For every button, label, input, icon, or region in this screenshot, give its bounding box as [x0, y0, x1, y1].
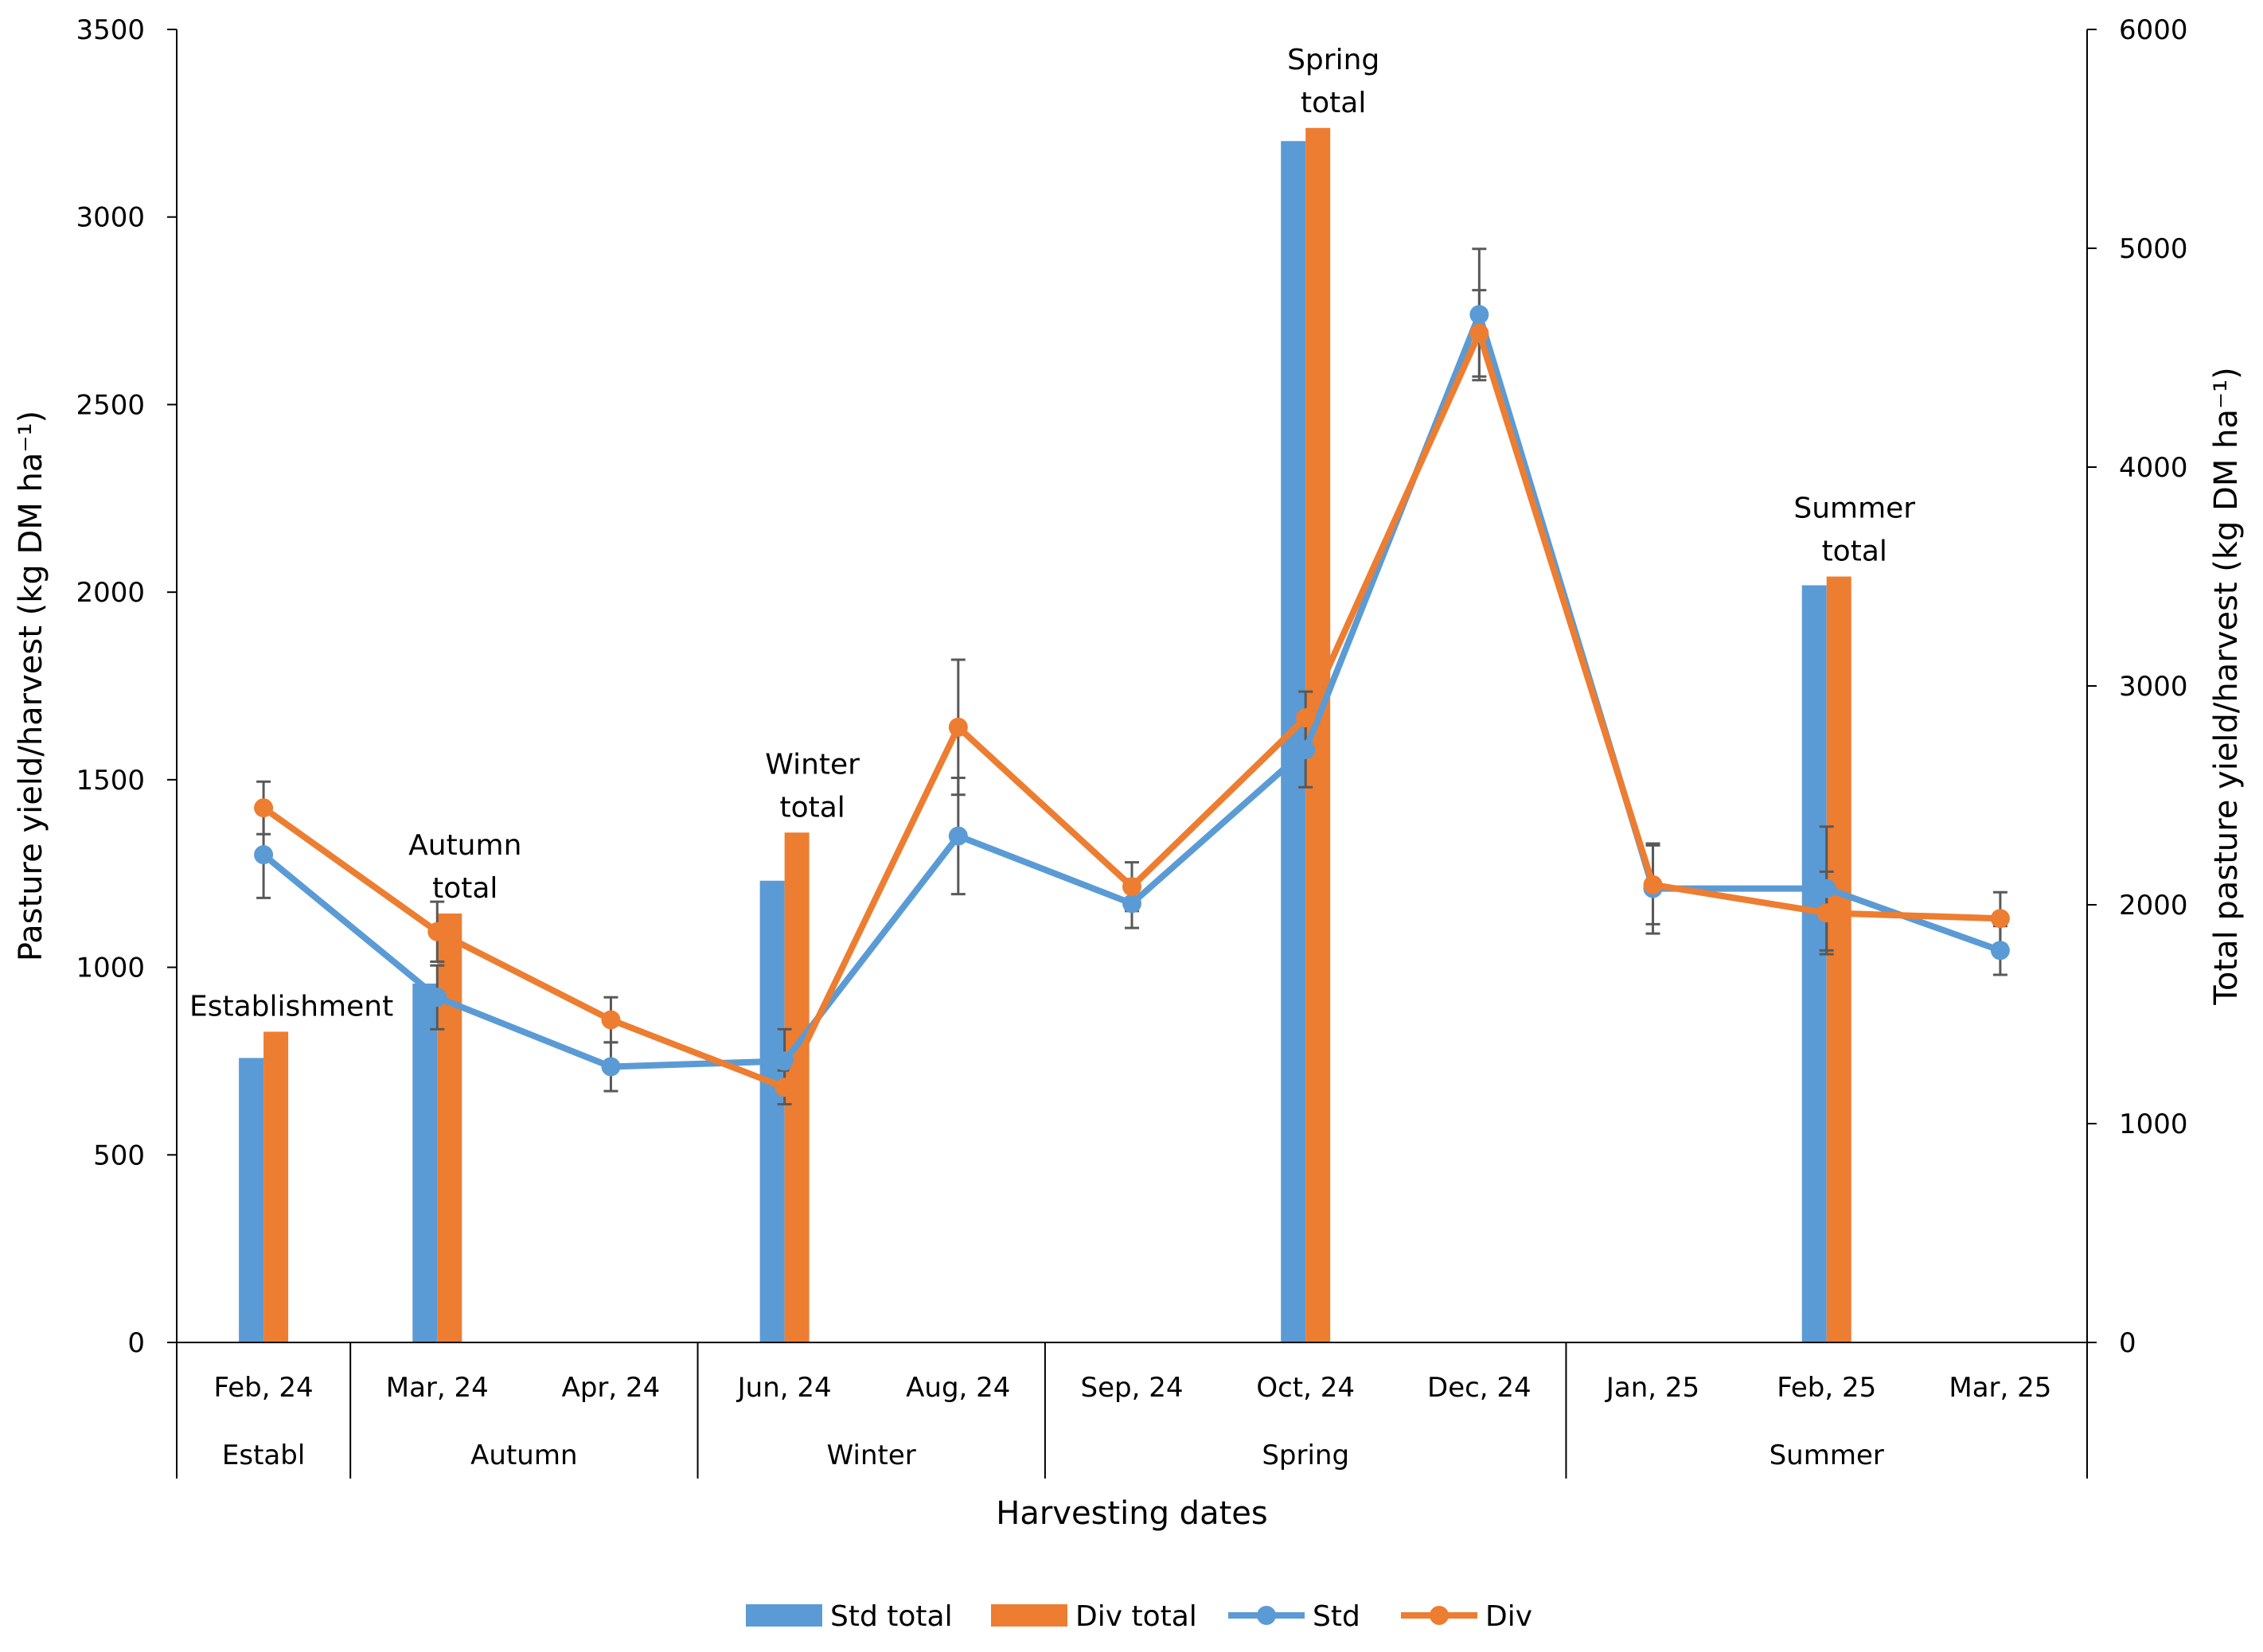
- y-tick-label-right: 0: [2119, 1327, 2136, 1359]
- x-tick-label: Jun, 24: [736, 1372, 832, 1404]
- legend-swatch-div-total: [991, 1604, 1067, 1627]
- annotation-label: Autumn: [408, 829, 521, 862]
- x-tick-label: Feb, 25: [1777, 1372, 1876, 1404]
- marker-div: [1122, 877, 1141, 897]
- marker-div: [1296, 708, 1316, 728]
- x-axis-title: Harvesting dates: [996, 1495, 1267, 1532]
- marker-div: [254, 798, 274, 818]
- group-label: Winter: [827, 1440, 916, 1471]
- y-tick-label-left: 2000: [76, 577, 145, 609]
- bar-std-total: [239, 1058, 264, 1342]
- bar-div-total: [437, 914, 462, 1342]
- labels-layer: 0 500 1000 1500 2000 2500 3000 3500 0 1000 2000 300…: [76, 14, 2187, 1471]
- marker-std: [948, 826, 968, 846]
- group-label: Autumn: [470, 1440, 577, 1471]
- y-tick-label-left: 1500: [76, 765, 145, 797]
- marker-div: [427, 921, 447, 941]
- annotation-label: total: [1301, 87, 1366, 119]
- y-tick-label-left: 3000: [76, 202, 145, 234]
- annotation-label: total: [432, 872, 497, 905]
- legend-label-std: Std: [1313, 1600, 1360, 1633]
- marker-std: [1296, 740, 1316, 760]
- y-tick-label-right: 2000: [2119, 890, 2188, 921]
- legend-label-std-total: Std total: [830, 1600, 953, 1633]
- y-tick-label-right: 3000: [2119, 671, 2188, 703]
- y-tick-label-right: 4000: [2119, 452, 2188, 484]
- legend-swatch-std-total: [746, 1604, 822, 1627]
- bar-std-total: [759, 880, 785, 1342]
- y-axis-title-right: Total pasture yield/harvest (kg DM ha⁻¹): [2208, 367, 2245, 1006]
- group-label: Spring: [1262, 1440, 1349, 1471]
- legend-label-div: Div: [1485, 1600, 1532, 1633]
- y-tick-label-right: 5000: [2119, 233, 2188, 265]
- marker-div: [948, 717, 968, 737]
- legend: Std total Div total Std Div: [746, 1600, 1532, 1633]
- y-axis-title-left: Pasture yield/harvest (kg DM ha⁻¹): [13, 411, 49, 961]
- x-tick-label: Mar, 24: [386, 1372, 489, 1404]
- marker-std: [601, 1057, 621, 1077]
- x-tick-label: Dec, 24: [1427, 1372, 1531, 1404]
- bar-div-total: [263, 1031, 289, 1342]
- annotation-label: Summer: [1793, 493, 1915, 525]
- x-tick-label: Mar, 25: [1949, 1372, 2051, 1404]
- y-tick-label-left: 2500: [76, 389, 145, 421]
- annotation-label: Winter: [765, 748, 860, 781]
- marker-div: [774, 1077, 794, 1097]
- marker-std: [1816, 879, 1836, 898]
- bar-std-total: [1801, 585, 1827, 1342]
- x-tick-label: Jan, 25: [1605, 1372, 1699, 1404]
- y-tick-label-left: 500: [93, 1140, 145, 1171]
- lines-layer: [254, 247, 2010, 1106]
- annotation-label: total: [1822, 536, 1887, 568]
- legend-label-div-total: Div total: [1075, 1600, 1197, 1633]
- marker-div: [1990, 909, 2010, 929]
- marker-div: [601, 1010, 621, 1030]
- x-tick-label: Aug, 24: [906, 1372, 1010, 1404]
- marker-std: [774, 1051, 794, 1071]
- annotation-label: total: [779, 791, 845, 824]
- x-tick-label: Apr, 24: [562, 1372, 661, 1404]
- annotation-label: Establishment: [189, 991, 393, 1023]
- series-line-div: [260, 329, 2004, 1091]
- legend-marker-div: [1430, 1606, 1449, 1625]
- series-line-std: [260, 311, 2004, 1070]
- axes-layer: [167, 29, 2097, 1479]
- marker-std: [254, 845, 274, 865]
- legend-marker-std: [1257, 1606, 1276, 1625]
- marker-std: [1990, 941, 2010, 960]
- y-tick-label-left: 1000: [76, 953, 145, 984]
- x-tick-label: Sep, 24: [1081, 1372, 1184, 1404]
- marker-std: [1469, 305, 1489, 325]
- marker-div: [1643, 875, 1663, 894]
- annotation-label: Spring: [1287, 44, 1379, 76]
- x-tick-label: Feb, 24: [214, 1372, 314, 1404]
- bar-std-total: [412, 984, 438, 1342]
- y-tick-label-right: 6000: [2119, 14, 2188, 46]
- group-label: Establ: [222, 1440, 305, 1471]
- marker-div: [1469, 323, 1489, 343]
- y-tick-label-left: 3500: [76, 14, 145, 46]
- marker-std: [1122, 894, 1141, 914]
- x-tick-label: Oct, 24: [1256, 1372, 1355, 1404]
- marker-std: [427, 988, 447, 1007]
- group-label: Summer: [1769, 1440, 1884, 1471]
- marker-div: [1816, 903, 1836, 923]
- bar-div-total: [1826, 576, 1851, 1342]
- y-tick-label-right: 1000: [2119, 1108, 2188, 1140]
- y-tick-label-left: 0: [127, 1327, 145, 1359]
